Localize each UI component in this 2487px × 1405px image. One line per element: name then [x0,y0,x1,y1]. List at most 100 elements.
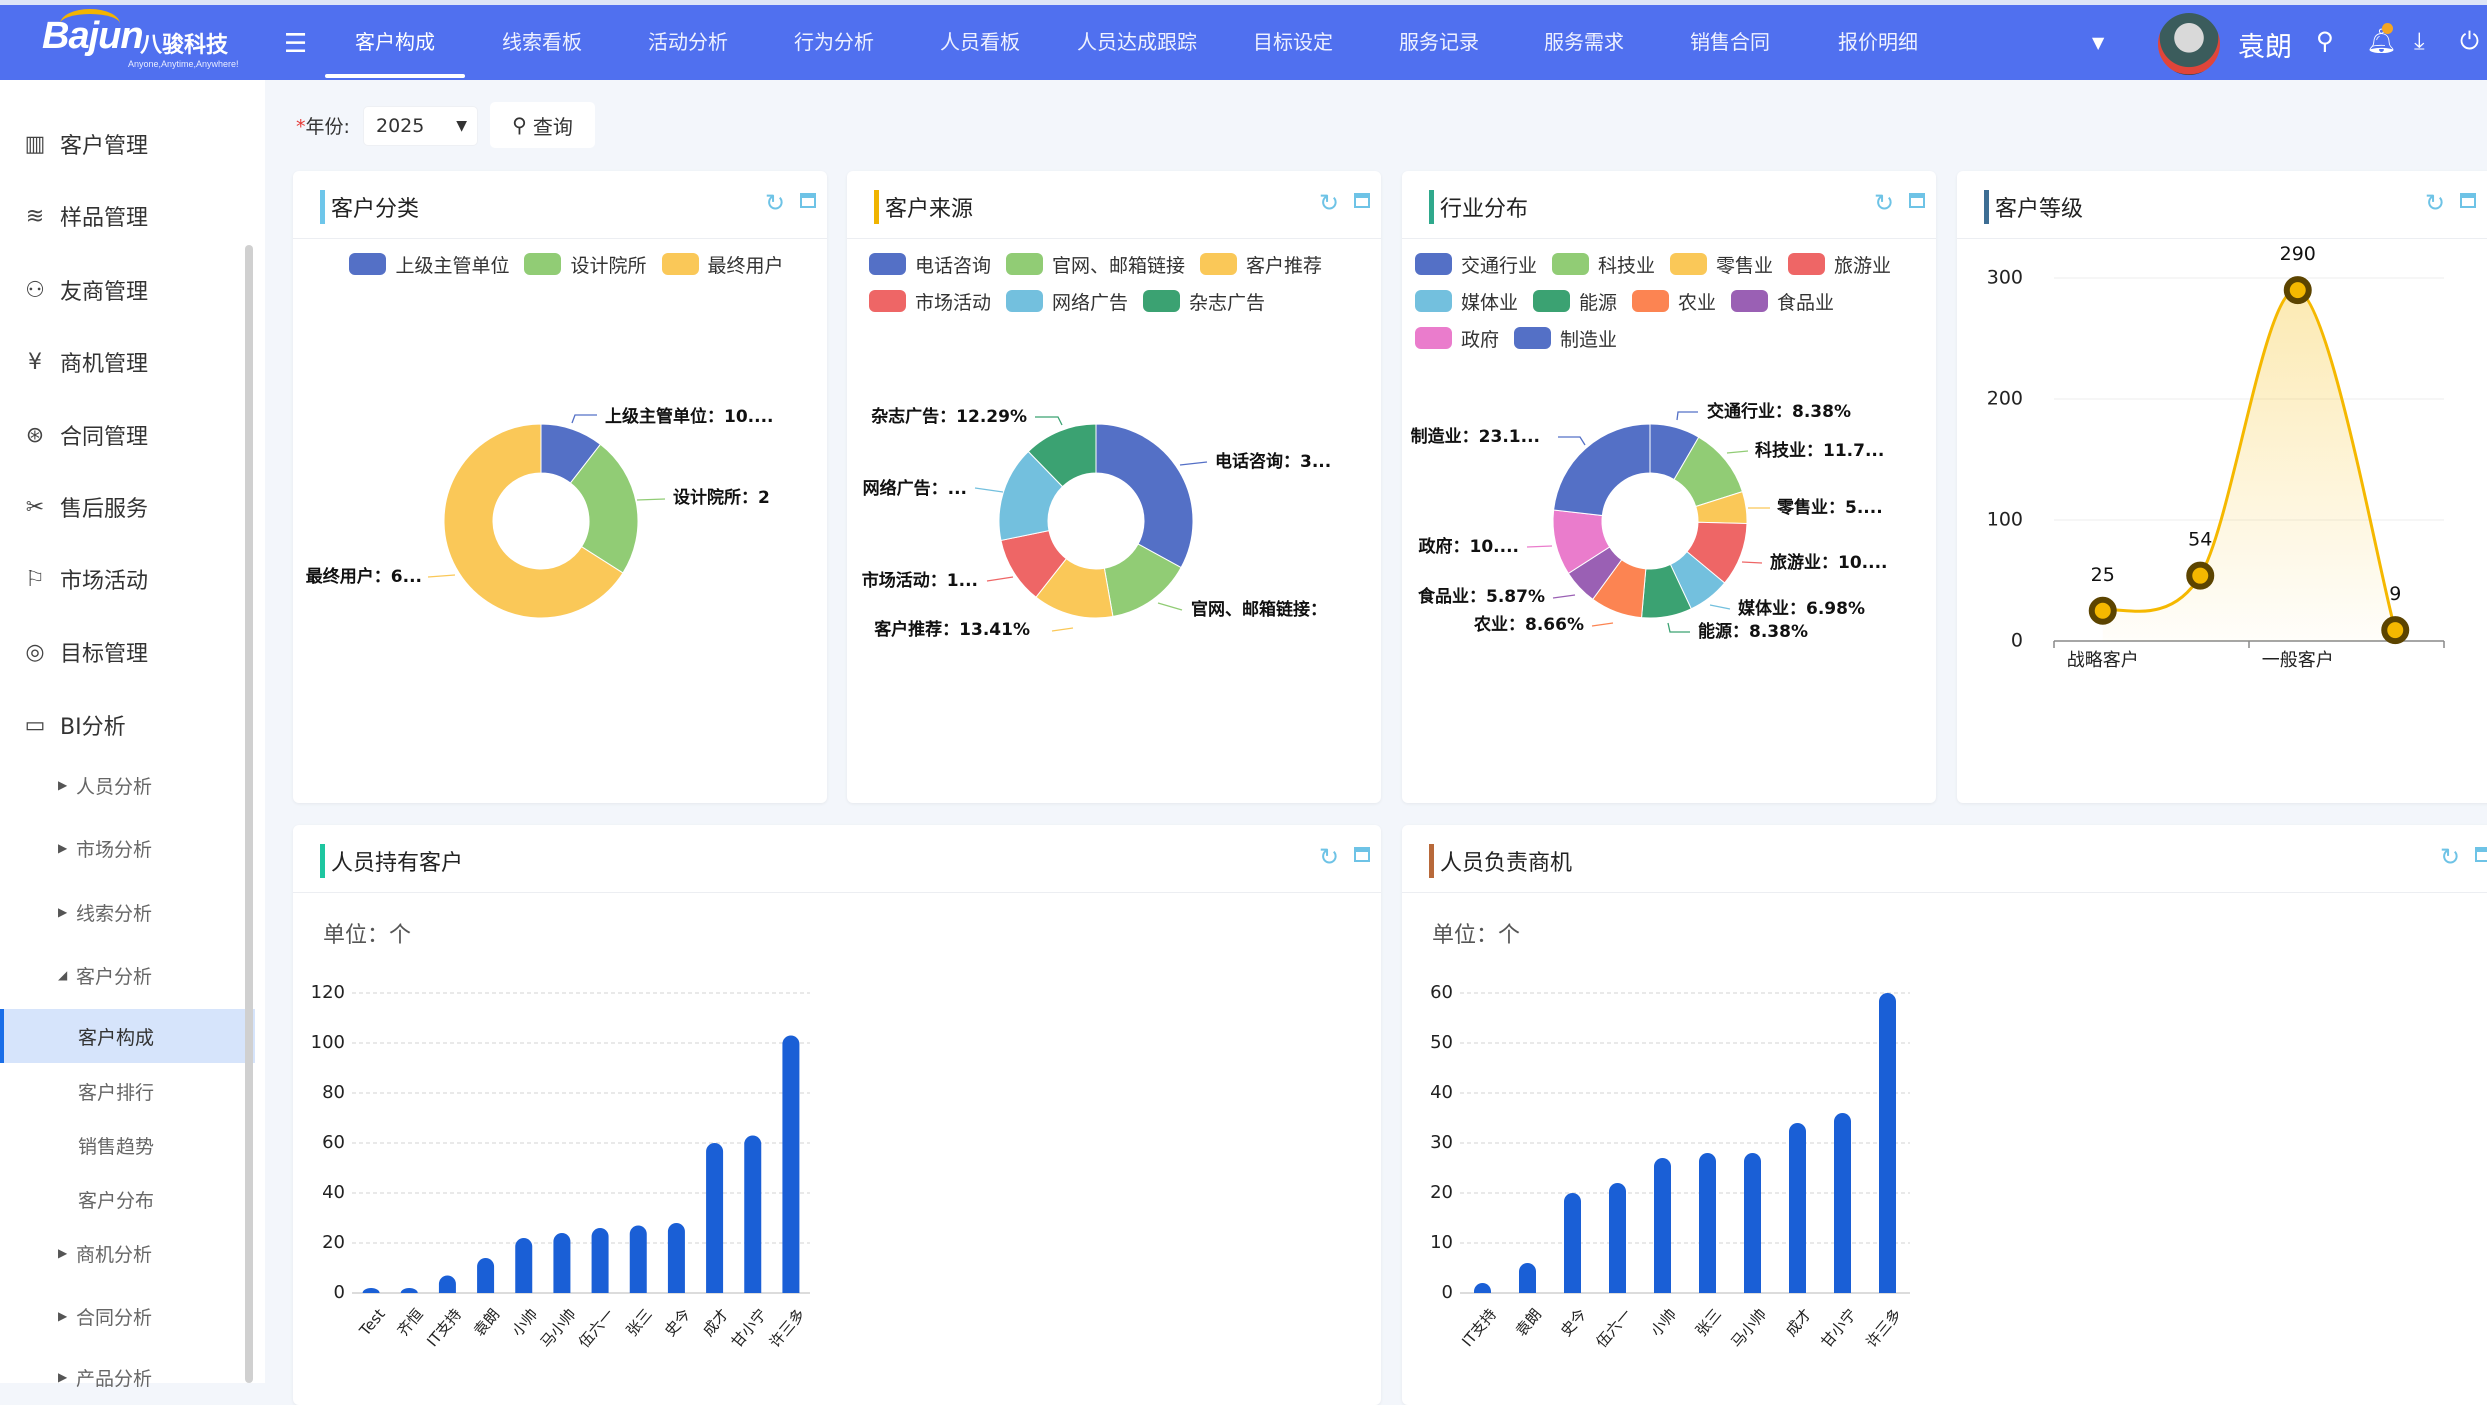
power-icon[interactable]: ⏻ [2460,27,2479,55]
sidebar-item-sample-mgmt[interactable]: ≋ 样品管理 [0,191,255,241]
legend-item[interactable]: 食品业 [1731,288,1834,314]
title-accent [320,190,325,224]
legend-item[interactable]: 市场活动 [869,288,991,314]
legend-item[interactable]: 电话咨询 [869,251,991,277]
sidebar-item-label: 市场活动 [60,569,149,594]
sidebar-leaf-sales-trend[interactable]: 销售趋势 [78,1135,155,1158]
sidebar-item-target-mgmt[interactable]: ◎ 目标管理 [0,627,255,677]
legend-item[interactable]: 交通行业 [1415,251,1537,277]
legend-item[interactable]: 零售业 [1670,251,1773,277]
menu-toggle-icon[interactable]: ☰ [284,29,308,59]
logo[interactable]: Bajun 八骏科技 Anyone,Anytime,Anywhere! [40,9,250,73]
refresh-icon[interactable]: ↻ [765,189,786,217]
legend-label: 设计院所 [570,254,647,277]
refresh-icon[interactable]: ↻ [2425,189,2446,217]
legend-item[interactable]: 农业 [1632,288,1716,314]
maximize-icon[interactable] [1354,847,1370,862]
legend-swatch [349,253,387,275]
legend-item[interactable]: 媒体业 [1415,288,1518,314]
maximize-icon[interactable] [2475,847,2487,862]
caret-right-icon: ▶ [58,905,68,919]
year-select[interactable]: 2025 ▼ [363,106,478,146]
sidebar-sub-product-analysis[interactable]: ▶ 产品分析 [0,1355,255,1399]
sidebar-leaf-customer-distribution[interactable]: 客户分布 [78,1189,155,1212]
legend-item[interactable]: 能源 [1533,288,1617,314]
nav-tab-staff-achievement[interactable]: 人员达成跟踪 [1077,30,1197,54]
top-strip [0,0,2487,5]
legend-item[interactable]: 杂志广告 [1143,288,1265,314]
sidebar-item-marketing[interactable]: ⚐ 市场活动 [0,554,255,604]
legend-item[interactable]: 最终用户 [661,251,784,277]
refresh-icon[interactable]: ↻ [1874,189,1895,217]
maximize-icon[interactable] [1354,193,1370,208]
search-icon[interactable]: ⚲ [2316,27,2334,55]
logo-text: Bajun [42,15,144,57]
legend-item[interactable]: 制造业 [1514,325,1617,351]
avatar[interactable] [2158,13,2220,75]
nav-tab-staff-board[interactable]: 人员看板 [940,30,1020,54]
legend-item[interactable]: 网络广告 [1006,288,1128,314]
card-header: 人员持有客户 ↻ [293,825,1381,893]
refresh-icon[interactable]: ↻ [2440,843,2461,871]
nav-tab-activity-analysis[interactable]: 活动分析 [648,30,728,54]
sidebar-item-after-sales[interactable]: ✂ 售后服务 [0,482,255,532]
sidebar-item-label: 客户管理 [60,134,149,159]
sidebar-item-contract-mgmt[interactable]: ⊛ 合同管理 [0,410,255,460]
legend-label: 客户推荐 [1246,254,1323,277]
card-header: 客户分类 ↻ [293,171,827,239]
legend-swatch [1006,253,1044,275]
refresh-icon[interactable]: ↻ [1319,189,1340,217]
query-label: 查询 [532,114,573,139]
refresh-icon[interactable]: ↻ [1319,843,1340,871]
legend-label: 制造业 [1560,328,1618,351]
sidebar-item-customer-mgmt[interactable]: ▥ 客户管理 [0,119,255,169]
nav-tab-service-demands[interactable]: 服务需求 [1544,30,1624,54]
sidebar-sub-opportunity-analysis[interactable]: ▶ 商机分析 [0,1231,255,1275]
sidebar-scrollbar[interactable] [245,245,253,1383]
maximize-icon[interactable] [2460,193,2476,208]
year-filter-label: *年份: [296,112,350,139]
nav-tab-quote-details[interactable]: 报价明细 [1838,30,1918,54]
nav-tab-leads-board[interactable]: 线索看板 [502,30,582,54]
sidebar-item-opportunity-mgmt[interactable]: ¥ 商机管理 [0,337,255,387]
year-label: 年份: [305,116,350,138]
sidebar-sub-leads-analysis[interactable]: ▶ 线索分析 [0,890,255,934]
legend-swatch [661,253,699,275]
legend-swatch [1200,253,1238,275]
legend-label: 食品业 [1777,291,1835,314]
legend-label: 交通行业 [1461,254,1538,277]
maximize-icon[interactable] [800,193,816,208]
sidebar-leaf-customer-composition[interactable]: 客户构成 [0,1009,255,1063]
legend-item[interactable]: 旅游业 [1788,251,1891,277]
sidebar-sub-market-analysis[interactable]: ▶ 市场分析 [0,826,255,870]
year-value: 2025 [376,115,425,137]
legend-item[interactable]: 客户推荐 [1200,251,1322,277]
sidebar-sub-label: 产品分析 [76,1367,153,1390]
nav-tab-service-records[interactable]: 服务记录 [1399,30,1479,54]
sidebar-sub-contract-analysis[interactable]: ▶ 合同分析 [0,1294,255,1338]
card-header: 客户等级 ↻ [1957,171,2487,239]
legend-item[interactable]: 上级主管单位 [349,251,509,277]
nav-tab-customer-composition[interactable]: 客户构成 [325,5,465,80]
legend-item[interactable]: 官网、邮箱链接 [1006,251,1185,277]
query-button[interactable]: ⚲ 查询 [490,102,595,148]
caret-down-icon[interactable]: ▼ [2092,33,2105,52]
legend-item[interactable]: 设计院所 [524,251,647,277]
download-icon[interactable]: ⤓ [2414,27,2425,55]
sidebar-leaf-customer-ranking[interactable]: 客户排行 [78,1081,155,1104]
nav-tab-sales-contracts[interactable]: 销售合同 [1690,30,1770,54]
legend-swatch [1415,290,1452,312]
sidebar-sub-staff-analysis[interactable]: ▶ 人员分析 [0,763,255,807]
search-icon: ⚲ [512,113,527,137]
legend-item[interactable]: 政府 [1415,325,1499,351]
sidebar-item-label: 样品管理 [60,206,149,231]
sidebar-item-competitor-mgmt[interactable]: ⚇ 友商管理 [0,265,255,315]
legend-item[interactable]: 科技业 [1552,251,1655,277]
maximize-icon[interactable] [1909,193,1925,208]
nav-tab-behavior-analysis[interactable]: 行为分析 [794,30,874,54]
top-header: Bajun 八骏科技 Anyone,Anytime,Anywhere! ☰ 客户… [0,5,2487,80]
nav-tab-target-setting[interactable]: 目标设定 [1253,30,1333,54]
sidebar-item-bi-analysis[interactable]: ▭ BI分析 [0,700,255,750]
user-name[interactable]: 袁朗 [2238,32,2292,63]
sidebar-sub-customer-analysis[interactable]: ◢ 客户分析 [0,953,255,997]
